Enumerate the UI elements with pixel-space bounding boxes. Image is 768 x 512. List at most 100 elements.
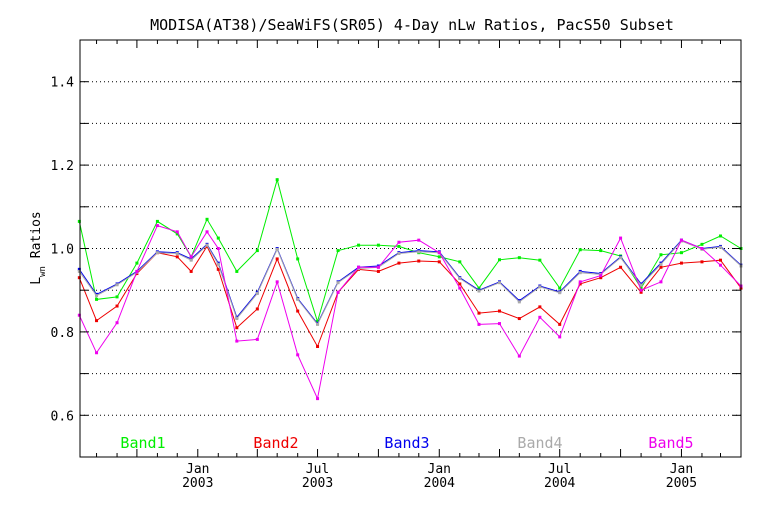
band4-point [115, 283, 119, 287]
band2-point [437, 260, 441, 264]
band1-point [679, 251, 683, 255]
band1-line [78, 177, 742, 324]
band5-point [538, 315, 542, 319]
band5-point [397, 240, 401, 244]
band1-point [397, 244, 401, 248]
x-tick-label-year: 2004 [424, 476, 455, 491]
y-tick-label: 1.4 [51, 76, 75, 91]
band4-point [417, 250, 421, 254]
band1-point [135, 261, 139, 265]
band5-point [437, 251, 441, 255]
y-axis-label-rest: Ratios [29, 211, 44, 266]
band1-point [275, 178, 279, 182]
band1-point [255, 249, 259, 253]
band4-point [336, 281, 340, 285]
band2-point [517, 317, 521, 321]
band2-point [578, 282, 582, 286]
band5-point [77, 313, 81, 317]
band5-point [175, 230, 179, 234]
band5-point [316, 397, 320, 401]
band5-point [95, 351, 99, 355]
band4-point [477, 289, 481, 293]
band1-point [458, 260, 462, 264]
band5-point [275, 280, 279, 284]
band1-point [718, 234, 722, 238]
band4-point [235, 317, 239, 321]
band1-point [155, 219, 159, 223]
band4-point [659, 262, 663, 266]
band1-point [538, 258, 542, 262]
band5-point [216, 247, 220, 250]
band1-point [205, 217, 209, 221]
band2-point [538, 305, 542, 309]
band2-point [316, 344, 320, 348]
band2-point [619, 265, 623, 269]
band1-point [216, 236, 220, 240]
band4-point [175, 252, 179, 256]
band2-point [458, 282, 462, 286]
legend-band4: Band4 [517, 434, 562, 452]
band5-point [700, 247, 704, 250]
grid [80, 81, 741, 416]
band2-point [497, 309, 501, 313]
band2-point [235, 326, 239, 330]
band1-point [497, 258, 501, 262]
x-tick-label-year: 2005 [666, 476, 697, 491]
band2-point [718, 258, 722, 262]
band2-point [175, 255, 179, 259]
x-tick-label-year: 2003 [182, 476, 213, 491]
band5-point [336, 290, 340, 294]
legend: Band1 Band2 Band3 Band4 Band5 [120, 434, 693, 452]
band2-line [78, 245, 742, 348]
x-tick-label-year: 2004 [544, 476, 575, 491]
band1-point [659, 253, 663, 257]
band2-point [397, 261, 401, 265]
band5-point [255, 337, 259, 341]
band5-point [679, 238, 683, 242]
band5-point [376, 265, 380, 269]
band4-point [77, 269, 81, 273]
band4-point [189, 258, 193, 262]
band4-point [296, 297, 300, 301]
band1-point [376, 243, 380, 247]
band3-point [77, 267, 81, 271]
band2-point [189, 269, 193, 273]
band2-point [255, 307, 259, 311]
band5-point [205, 230, 209, 234]
x-tick-label-month: Jul [306, 462, 329, 477]
legend-band2: Band2 [253, 434, 298, 452]
y-axis-label: Lwn Ratios [29, 211, 48, 284]
band2-point [599, 276, 603, 280]
band2-point [115, 304, 119, 308]
band5-point [458, 286, 462, 290]
legend-band5: Band5 [648, 434, 693, 452]
band5-point [619, 236, 623, 240]
band1-point [599, 249, 603, 253]
band4-point [275, 247, 279, 251]
band2-point [216, 267, 220, 271]
band2-point [376, 269, 380, 273]
band5-point [659, 280, 663, 284]
legend-band1: Band1 [120, 434, 165, 452]
band4-point [578, 271, 582, 275]
band4-point [558, 291, 562, 295]
band5-point [517, 354, 521, 358]
band5-point [718, 263, 722, 267]
band1-point [700, 242, 704, 246]
y-axis-label-main: L [29, 277, 44, 285]
band2-point [95, 319, 99, 323]
band5-point [558, 335, 562, 339]
band4-point [497, 281, 501, 285]
band1-point [95, 297, 99, 301]
band4-point [639, 283, 643, 287]
band5-point [477, 322, 481, 326]
band1-point [316, 319, 320, 323]
band5-point [599, 274, 603, 278]
band5-point [639, 288, 643, 292]
band4-point [619, 256, 623, 260]
band2-point [296, 309, 300, 313]
band1-point [235, 269, 239, 273]
band5-point [235, 339, 239, 343]
band4-point [316, 322, 320, 326]
